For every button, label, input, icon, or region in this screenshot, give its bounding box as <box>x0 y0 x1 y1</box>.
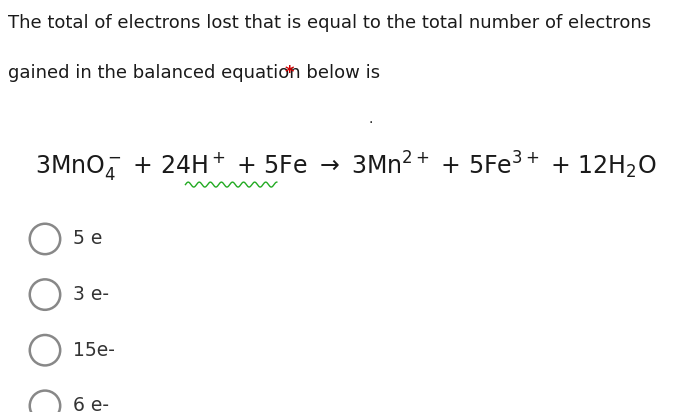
Text: gained in the balanced equation below is: gained in the balanced equation below is <box>8 64 386 82</box>
Text: *: * <box>285 64 295 82</box>
Text: ·: · <box>368 116 372 130</box>
Text: 3MnO$_4^-$ + 24H$^+$ + 5Fe $\rightarrow$ 3Mn$^{2+}$ + 5Fe$^{3+}$ + 12H$_2$O: 3MnO$_4^-$ + 24H$^+$ + 5Fe $\rightarrow$… <box>35 150 657 184</box>
Text: 15e-: 15e- <box>73 341 115 360</box>
Text: The total of electrons lost that is equal to the total number of electrons: The total of electrons lost that is equa… <box>8 14 651 33</box>
Text: 6 e-: 6 e- <box>73 396 109 412</box>
Text: 3 e-: 3 e- <box>73 285 109 304</box>
Text: 5 e: 5 e <box>73 229 102 248</box>
